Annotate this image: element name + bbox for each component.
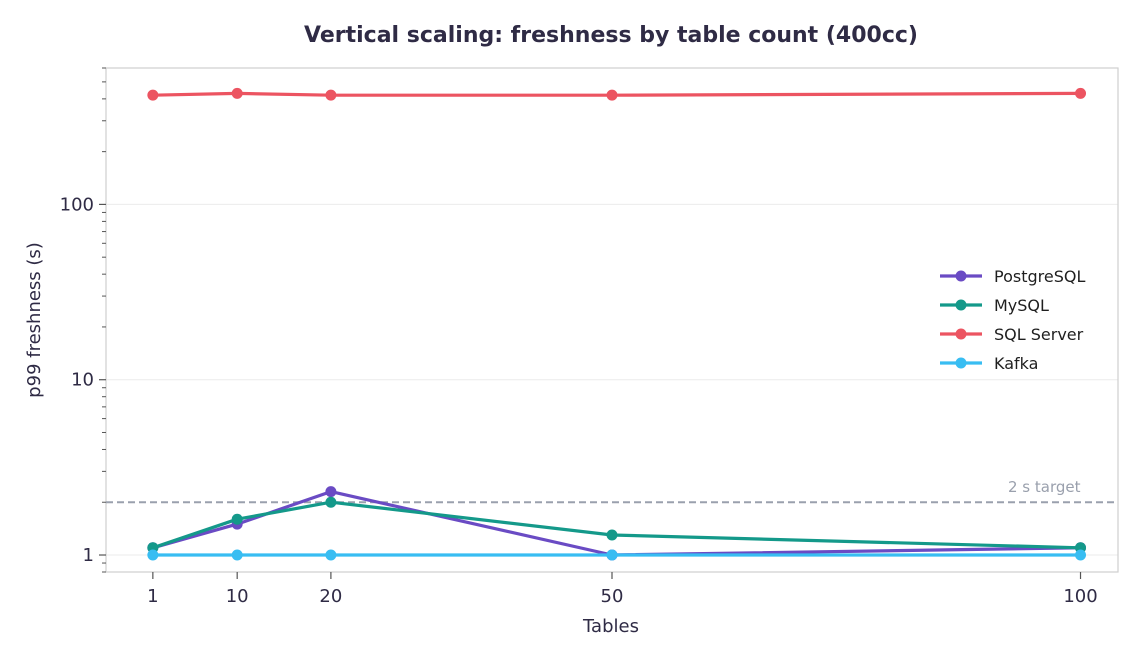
x-tick-label: 100: [1063, 586, 1097, 607]
data-point-kafka: [231, 549, 243, 561]
x-axis-label: Tables: [582, 616, 639, 637]
data-point-kafka: [1075, 549, 1087, 561]
legend-label-mysql: MySQL: [994, 296, 1049, 315]
y-tick-label: 100: [60, 194, 94, 215]
data-point-kafka: [147, 549, 159, 561]
legend-marker-sql-server: [955, 328, 967, 340]
legend-marker-kafka: [955, 357, 967, 369]
data-point-sql-server: [147, 89, 159, 101]
data-point-postgresql: [325, 486, 337, 498]
chart-title: Vertical scaling: freshness by table cou…: [304, 23, 918, 48]
x-tick-label: 1: [147, 586, 158, 607]
target-reference-label: 2 s target: [1008, 478, 1081, 496]
series-line-mysql: [151, 500, 1083, 550]
legend-label-kafka: Kafka: [994, 354, 1038, 373]
data-point-sql-server: [325, 89, 337, 101]
y-tick-label: 1: [83, 545, 94, 566]
data-point-sql-server: [231, 87, 243, 99]
y-axis-label: p99 freshness (s): [24, 242, 45, 398]
plot-frame: [105, 67, 1119, 573]
data-point-mysql: [231, 513, 243, 525]
data-point-mysql: [325, 496, 337, 508]
data-point-sql-server: [606, 89, 618, 101]
data-point-kafka: [325, 549, 337, 561]
data-point-mysql: [606, 529, 618, 541]
y-tick-label: 10: [71, 370, 94, 391]
x-tick-label: 50: [601, 586, 624, 607]
data-point-sql-server: [1075, 87, 1087, 99]
legend-label-postgresql: PostgreSQL: [994, 267, 1085, 286]
legend: PostgreSQL MySQL SQL Server Kafka: [940, 267, 1085, 373]
legend-label-sql-server: SQL Server: [994, 325, 1084, 344]
x-tick-label: 20: [319, 586, 342, 607]
data-point-kafka: [606, 549, 618, 561]
legend-marker-mysql: [955, 299, 967, 311]
x-tick-label: 10: [226, 586, 249, 607]
legend-marker-postgresql: [955, 270, 967, 282]
